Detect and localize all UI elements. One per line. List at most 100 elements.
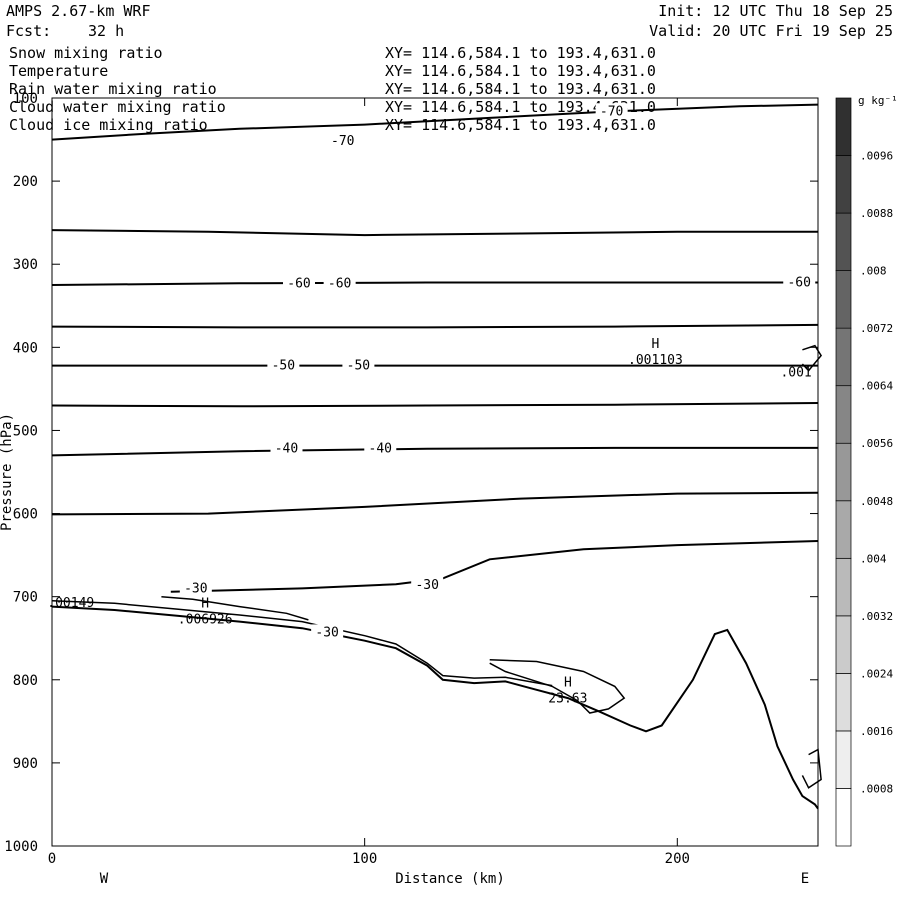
contour-label: -70 [331, 134, 354, 149]
plot-content: -70-70-60 -60 -60-50 -50-40 -40-30-30-30H.00… [47, 103, 823, 810]
colorbar-level-label: .0072 [860, 322, 893, 335]
east-label: E [801, 871, 809, 887]
contour-label-bg [342, 357, 375, 372]
temperature-contour [51, 446, 818, 457]
maximum-value: .00149 [47, 596, 94, 611]
colorbar-level-label: .004 [860, 552, 887, 565]
contour-label-bg [411, 577, 444, 592]
temperature-contour [51, 281, 818, 286]
field-name: Snow mixing ratio [9, 44, 163, 62]
contour-label: -30 [315, 625, 338, 640]
contour-label: -30 [415, 578, 438, 593]
colorbar: .0008 .0016 .0024 .0032 .004 .0048 .0056 .0064.… [835, 97, 893, 847]
temperature-contour [51, 491, 819, 516]
y-tick-label: 800 [13, 673, 38, 689]
x-tick-label: 0 [48, 851, 56, 867]
contour-label: -60 [328, 276, 351, 291]
colorbar-bin [835, 788, 852, 847]
colorbar-level-label: .0032 [860, 610, 893, 623]
temperature-contour [51, 103, 819, 141]
y-tick-label: 700 [13, 590, 38, 606]
colorbar-bin [835, 270, 852, 329]
contour-label-bg [311, 624, 344, 639]
maximum-marker: H [201, 596, 209, 611]
maximum-marker: H [652, 337, 660, 352]
terrain-line [51, 605, 819, 810]
field-name: Temperature [9, 62, 108, 80]
colorbar-bin [835, 97, 852, 156]
field-list: Snow mixing ratio XY= 114.6,584.1 to 193.… [9, 44, 656, 134]
temperature-contour [51, 402, 819, 408]
colorbar-level-label: .0048 [860, 495, 893, 508]
contour-label-bg [783, 274, 816, 289]
colorbar-bin [835, 442, 852, 502]
y-tick-label: 600 [13, 507, 38, 523]
contour-label: -70 [600, 104, 623, 119]
valid-time: Valid: 20 UTC Fri 19 Sep 25 [649, 22, 893, 40]
y-tick-label: 200 [13, 174, 38, 190]
contour-label-bg [326, 133, 359, 148]
contour-label: -40 [275, 442, 298, 457]
colorbar-level-label: .0064 [860, 380, 893, 393]
mixing-ratio-contour [161, 595, 309, 621]
mixing-ratio-contour [801, 748, 822, 789]
field-bounds: XY= 114.6,584.1 to 193.4,631.0 [385, 80, 656, 98]
axes: 100 200 300 400 500 600 700 800 900 1000 0 100 200 [4, 91, 818, 867]
colorbar-bin [835, 327, 852, 387]
maximum-value: .001103 [628, 353, 683, 368]
y-tick-label: 300 [13, 257, 38, 273]
contour-label: -40 [369, 442, 392, 457]
colorbar-level-label: .0024 [860, 667, 893, 680]
colorbar-bin [835, 730, 852, 789]
contour-label: -60 [287, 276, 310, 291]
x-tick-label: 200 [665, 851, 690, 867]
colorbar-bin [835, 212, 852, 271]
contour-label-bg [282, 275, 315, 290]
y-tick-label: 100 [13, 91, 38, 107]
mixing-ratio-contour [489, 659, 626, 714]
field-bounds: XY= 114.6,584.1 to 193.4,631.0 [385, 44, 656, 62]
colorbar-level-label: .0016 [860, 725, 893, 738]
colorbar-bin [835, 500, 852, 559]
mixing-ratio-contour [51, 600, 553, 687]
field-name: Cloud ice mixing ratio [9, 116, 208, 134]
colorbar-level-label: .008 [860, 265, 887, 278]
field-bounds: XY= 114.6,584.1 to 193.4,631.0 [385, 98, 656, 116]
colorbar-bin [835, 615, 852, 674]
contour-label-bg [364, 440, 397, 455]
contour-label: -50 [347, 359, 370, 374]
y-tick-label: 900 [13, 756, 38, 772]
maximum-value: .001 [780, 366, 811, 381]
y-axis-label: Pressure (hPa) [0, 413, 15, 531]
forecast-hours: 32 h [88, 22, 124, 40]
field-name: Cloud water mixing ratio [9, 98, 226, 116]
contour-label-bg [595, 103, 628, 118]
maximum-marker: H [564, 675, 572, 690]
temperature-contour [170, 540, 819, 593]
y-tick-label: 500 [13, 423, 38, 439]
field-name: Rain water mixing ratio [9, 80, 217, 98]
maximum-value: 23.63 [548, 691, 587, 706]
colorbar-level-label: .0056 [860, 437, 893, 450]
model-title: AMPS 2.67-km WRF [6, 2, 151, 20]
colorbar-level-label: .0096 [860, 150, 893, 163]
forecast-label: Fcst: [6, 22, 51, 40]
y-tick-label: 400 [13, 340, 38, 356]
temperature-contour [51, 229, 818, 237]
contour-label-bg [270, 440, 303, 455]
colorbar-unit: g kg⁻¹ [858, 94, 898, 107]
colorbar-bin [835, 385, 852, 444]
west-label: W [100, 871, 109, 887]
contour-label-bg [323, 275, 356, 290]
maximum-value: .006926 [178, 612, 233, 627]
contour-label: -30 [184, 581, 207, 596]
contour-label: -60 [787, 276, 810, 291]
plot-frame [51, 97, 819, 847]
colorbar-bin [835, 155, 852, 214]
contour-label-bg [179, 580, 212, 595]
x-axis-label: Distance (km) [395, 871, 505, 887]
colorbar-bin [835, 557, 852, 617]
x-tick-label: 100 [352, 851, 377, 867]
contour-label: -50 [272, 359, 295, 374]
